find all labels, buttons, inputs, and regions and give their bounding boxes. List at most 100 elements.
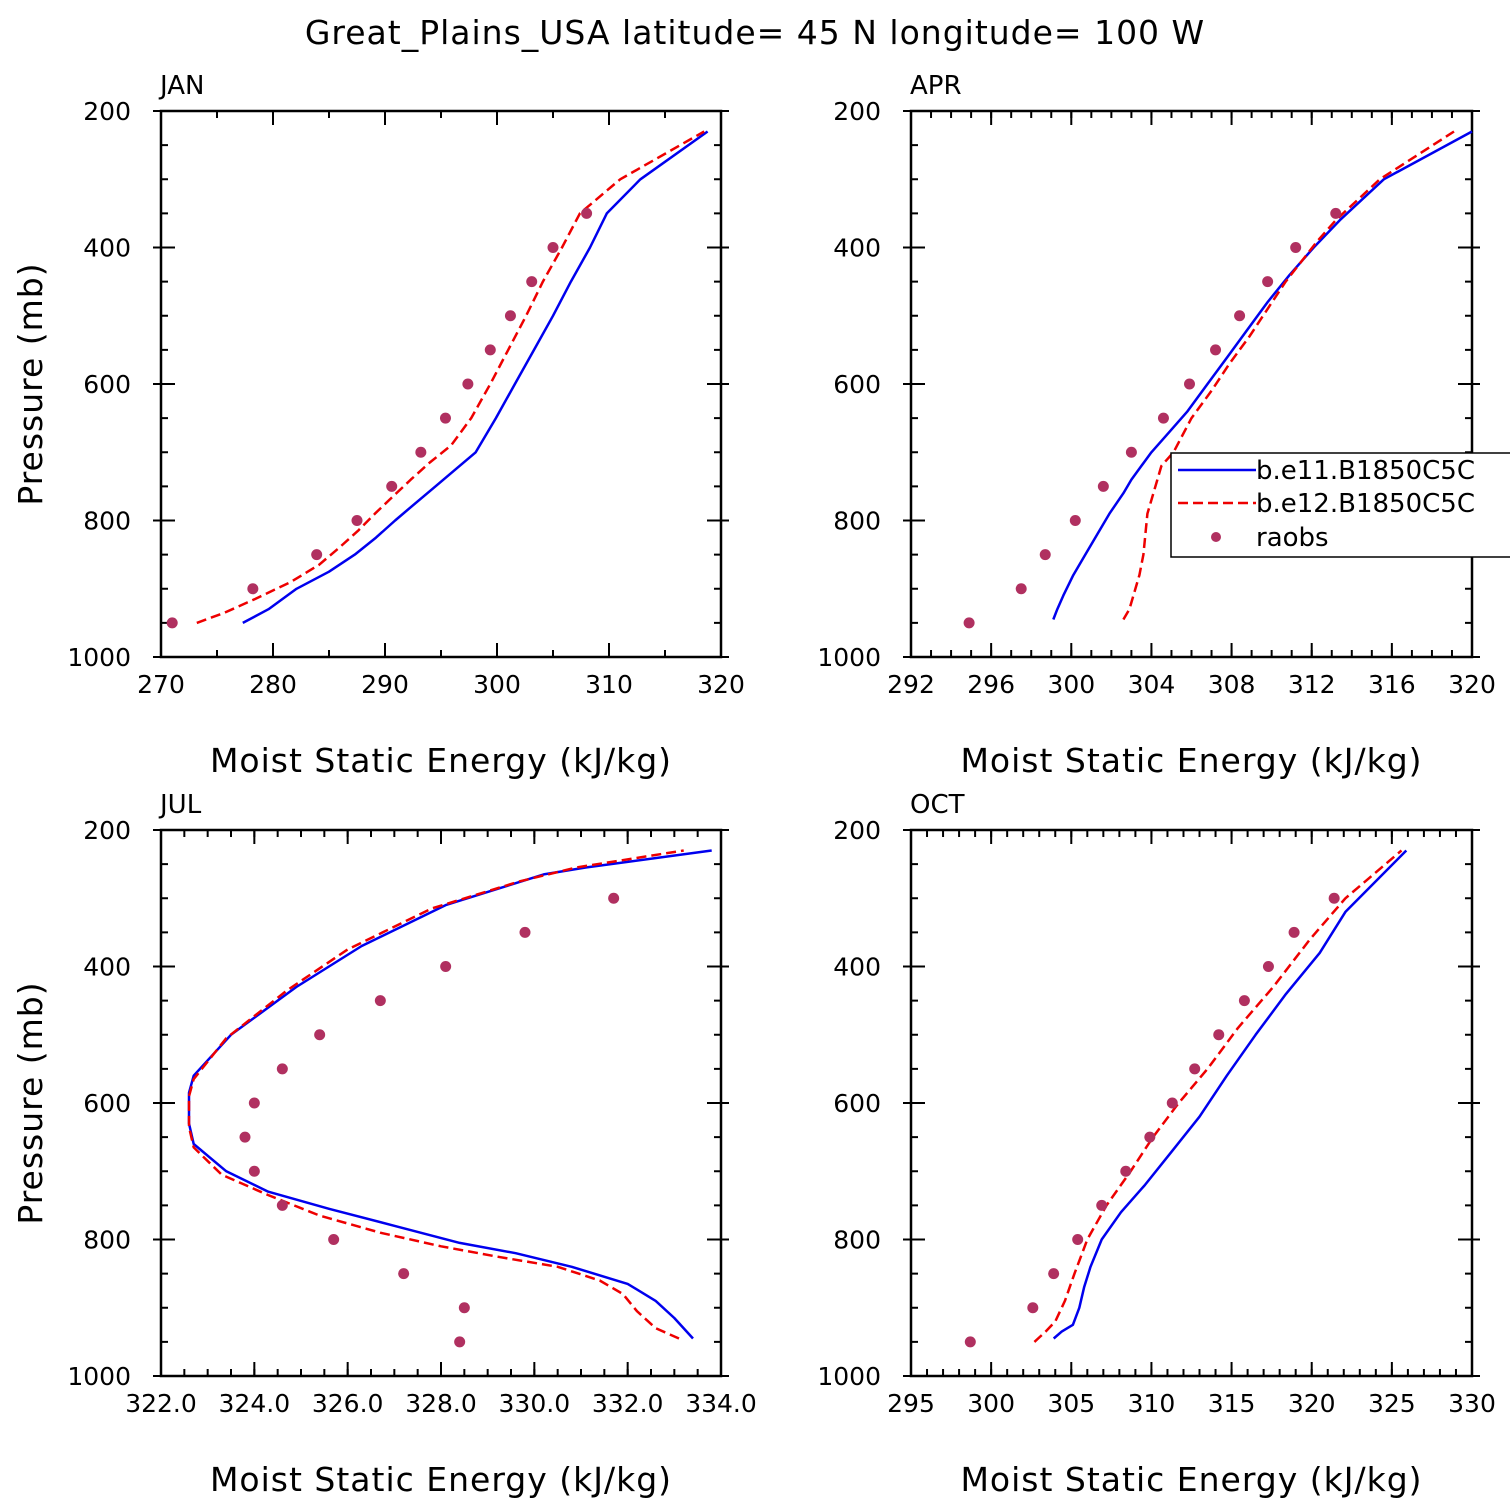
panel-jul-series-b-e11-b1850c5c xyxy=(187,849,712,1340)
panel-oct-raobs-point xyxy=(1262,961,1274,972)
panel-apr-raobs-point xyxy=(1234,310,1246,322)
panel-jan-series-b-e12-b1850c5c xyxy=(196,130,705,625)
panel-jan-raobs-point xyxy=(526,276,538,288)
panel-jul-ylabel: Pressure (mb) xyxy=(11,981,50,1224)
panel-jul-raobs-point xyxy=(314,1029,326,1041)
panel-oct-raobs-point xyxy=(1144,1131,1156,1143)
panel-jan-ytick-label: 600 xyxy=(83,370,131,399)
panel-jul-raobs-point xyxy=(608,892,620,904)
panel-jan-raobs-point xyxy=(247,583,259,595)
panel-oct-raobs-point xyxy=(1096,1199,1108,1211)
panel-apr-raobs-point xyxy=(1097,480,1109,492)
panel-oct-ytick-label: 200 xyxy=(833,816,881,845)
panel-jan-frame xyxy=(159,109,723,659)
panel-jul-xtick-label: 334.0 xyxy=(685,1389,757,1418)
panel-oct-xtick-label: 295 xyxy=(887,1389,935,1418)
panel-apr-raobs-point xyxy=(1125,446,1137,458)
panel-jul-raobs-point xyxy=(454,1336,466,1348)
panel-jul-raobs-point xyxy=(398,1268,410,1280)
panel-apr-raobs-point xyxy=(1183,378,1195,390)
panel-jan-series-b-e11-b1850c5c xyxy=(242,130,709,625)
panel-jul-raobs-point xyxy=(519,926,531,938)
panel-oct-xtick-label: 305 xyxy=(1047,1389,1095,1418)
figure-title: Great_Plains_USA latitude= 45 N longitud… xyxy=(305,13,1205,52)
panel-jan-xtick-label: 270 xyxy=(137,670,185,699)
panel-apr-raobs-point xyxy=(1069,515,1081,526)
panel-oct-frame xyxy=(909,828,1474,1378)
panel-oct-series-b-e12-b1850c5c xyxy=(1033,849,1403,1343)
panel-jan-xtick-label: 310 xyxy=(585,670,633,699)
panel-jul-raobs-point xyxy=(440,961,452,972)
panel-oct-raobs-point xyxy=(1288,926,1300,938)
panel-jul-raobs-point xyxy=(374,995,386,1007)
legend: b.e11.B1850C5C b.e12.B1850C5C raobs xyxy=(1170,452,1510,558)
panel-oct-raobs-point xyxy=(1120,1165,1132,1177)
panel-apr-series-b-e12-b1850c5c xyxy=(1122,130,1455,621)
panel-jul-xtick-label: 332.0 xyxy=(592,1389,664,1418)
panel-jan-raobs-point xyxy=(166,617,178,629)
legend-label-e12: b.e12.B1850C5C xyxy=(1256,489,1475,519)
panel-jan-raobs-point xyxy=(439,412,451,424)
panel-oct-raobs-point xyxy=(1048,1268,1060,1280)
panel-oct-ytick-label: 400 xyxy=(833,953,881,982)
panel-jul-raobs-point xyxy=(328,1234,340,1245)
panel-jul-ytick-label: 1000 xyxy=(67,1362,131,1391)
panel-jan-xtick-label: 320 xyxy=(697,670,745,699)
panel-jul-xlabel: Moist Static Energy (kJ/kg) xyxy=(210,1460,672,1499)
panel-oct-raobs-point xyxy=(1328,892,1340,904)
panel-oct-xlabel: Moist Static Energy (kJ/kg) xyxy=(960,1460,1422,1499)
panel-apr-raobs-point xyxy=(1210,344,1222,356)
panel-apr-raobs-point xyxy=(1290,242,1302,253)
panel-jul-xtick-label: 326.0 xyxy=(312,1389,384,1418)
panel-oct-ytick-label: 600 xyxy=(833,1089,881,1118)
panel-apr-xtick-label: 296 xyxy=(967,670,1015,699)
panel-jul: 322.0 324.0 326.0 328.0 330.0 332.0 334.0 200 40… xyxy=(11,790,757,1499)
panel-jul-raobs-point xyxy=(458,1302,470,1314)
panel-jul-frame xyxy=(159,828,723,1378)
panel-jul-ytick-label: 200 xyxy=(83,816,131,845)
panel-apr-ytick-label: 1000 xyxy=(817,643,881,672)
panel-jan-xlabel: Moist Static Energy (kJ/kg) xyxy=(210,741,672,780)
panel-jan-raobs-point xyxy=(581,207,593,219)
panel-jan-raobs-point xyxy=(415,446,427,458)
panel-oct-raobs-point xyxy=(1072,1234,1084,1245)
panel-oct-xtick-label: 330 xyxy=(1448,1389,1496,1418)
panel-jul-raobs-point xyxy=(248,1097,260,1109)
panel-jan-raobs-point xyxy=(386,480,398,492)
panel-oct-ytick-label: 1000 xyxy=(817,1362,881,1391)
panel-apr-xtick-label: 320 xyxy=(1448,670,1496,699)
panel-jul-xtick-label: 328.0 xyxy=(405,1389,477,1418)
panel-jan-raobs-point xyxy=(484,344,496,356)
panel-apr-raobs-point xyxy=(963,617,975,629)
panel-jan-ylabel: Pressure (mb) xyxy=(11,262,50,505)
legend-label-raobs: raobs xyxy=(1256,523,1329,553)
panel-jul-label: JUL xyxy=(158,790,202,820)
panel-jul-raobs-point xyxy=(276,1063,288,1075)
panel-jul-series-b-e12-b1850c5c xyxy=(187,849,684,1340)
panel-jan-raobs-point xyxy=(547,242,559,253)
panel-jul-xtick-label: 324.0 xyxy=(219,1389,291,1418)
panel-jul-xtick-label: 322.0 xyxy=(125,1389,197,1418)
panel-oct-xtick-label: 315 xyxy=(1208,1389,1256,1418)
panel-jan: 270 280 290 300 310 320 200 400 600 800 1000 JAN Moi… xyxy=(11,71,745,780)
panel-apr-ytick-label: 800 xyxy=(833,507,881,536)
panel-jan-ytick-label: 400 xyxy=(83,234,131,263)
panel-apr-raobs-point xyxy=(1157,412,1169,424)
panel-oct-xtick-label: 325 xyxy=(1368,1389,1416,1418)
panel-oct-ytick-label: 800 xyxy=(833,1226,881,1255)
panel-oct-raobs-point xyxy=(1213,1029,1225,1041)
panel-jan-raobs-point xyxy=(462,378,474,390)
panel-apr-xtick-label: 316 xyxy=(1368,670,1416,699)
panel-oct-raobs-point xyxy=(1238,995,1250,1007)
panel-apr-ytick-label: 600 xyxy=(833,370,881,399)
panel-jan-xtick-label: 290 xyxy=(361,670,409,699)
panel-jan-ytick-label: 1000 xyxy=(67,643,131,672)
panel-oct-raobs-point xyxy=(964,1336,976,1348)
panel-apr-xtick-label: 304 xyxy=(1128,670,1176,699)
panel-jul-ytick-label: 400 xyxy=(83,953,131,982)
legend-marker-raobs xyxy=(1211,532,1221,542)
panel-jul-raobs-point xyxy=(276,1199,288,1211)
panel-apr-xtick-label: 312 xyxy=(1288,670,1336,699)
panel-jul-xtick-label: 330.0 xyxy=(499,1389,571,1418)
panel-apr-xtick-label: 308 xyxy=(1208,670,1256,699)
